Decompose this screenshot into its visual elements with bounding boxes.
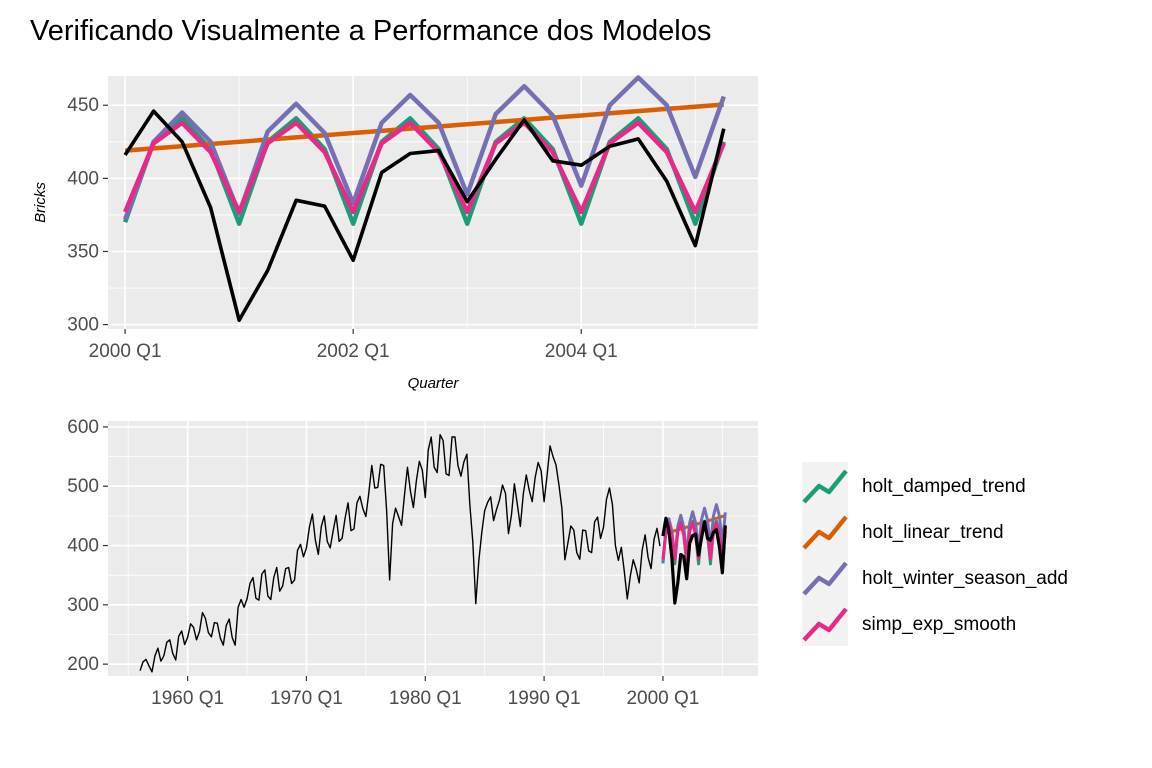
x-tick-label: 2000 Q1 [626,688,699,709]
legend-key-glyph [802,561,848,596]
y-axis-label: Bricks [32,182,49,223]
x-tick-label: 1990 Q1 [508,688,581,709]
top-panel: 300 350 400 450 2000 Q1 2002 Q1 2004 Q1 Quarter… [32,75,758,392]
legend-key-background [802,554,848,600]
series-line-holt-linear-trend [124,102,724,153]
bottom-panel: 200 300 400 500 600 1960 Q1 1970 Q1 1980 Q1 1990… [67,417,758,709]
series-line-actual [661,516,727,605]
y-tick-label: 300 [67,595,99,616]
legend-key-background [802,600,848,646]
x-tick-label: 2002 Q1 [317,341,390,362]
series-line-simp-exp-smooth [123,120,726,215]
y-tick-label: 350 [67,241,99,262]
x-tick-label: 1970 Q1 [270,688,343,709]
x-tick-label: 2004 Q1 [545,341,618,362]
y-tick-label: 600 [67,417,99,438]
legend-key-glyph [802,607,848,642]
legend-item-holt-linear-trend: holt_linear_trend [802,508,1004,554]
legend-label: holt_winter_season_add [862,568,1068,589]
legend: holt_damped_trend holt_linear_trend holt_w… [802,462,1068,646]
y-tick-label: 300 [67,315,99,336]
series-line-historical [139,433,661,673]
x-tick-label: 1980 Q1 [389,688,462,709]
legend-key-background [802,508,848,554]
legend-item-holt-winter-season-add: holt_winter_season_add [802,554,1068,600]
legend-key-glyph [802,469,848,504]
legend-label: simp_exp_smooth [862,614,1016,635]
legend-label: holt_damped_trend [862,476,1026,497]
y-tick-label: 450 [67,95,99,116]
legend-key-glyph [802,515,848,550]
x-axis-label: Quarter [408,375,460,392]
y-tick-label: 400 [67,168,99,189]
legend-item-holt-damped-trend: holt_damped_trend [802,462,1026,508]
chart-title: Verificando Visualmente a Performance do… [30,15,711,47]
legend-item-simp-exp-smooth: simp_exp_smooth [802,600,1016,646]
x-tick-label: 2000 Q1 [89,341,162,362]
y-tick-label: 200 [67,654,99,675]
x-tick-label: 1960 Q1 [151,688,224,709]
series-line-simp-exp-smooth [661,521,727,561]
legend-label: holt_linear_trend [862,522,1004,543]
panel-background [108,76,758,329]
y-tick-label: 500 [67,476,99,497]
y-tick-label: 400 [67,536,99,557]
panel-background [108,421,758,676]
series-line-actual [123,109,726,323]
legend-key-background [802,462,848,508]
